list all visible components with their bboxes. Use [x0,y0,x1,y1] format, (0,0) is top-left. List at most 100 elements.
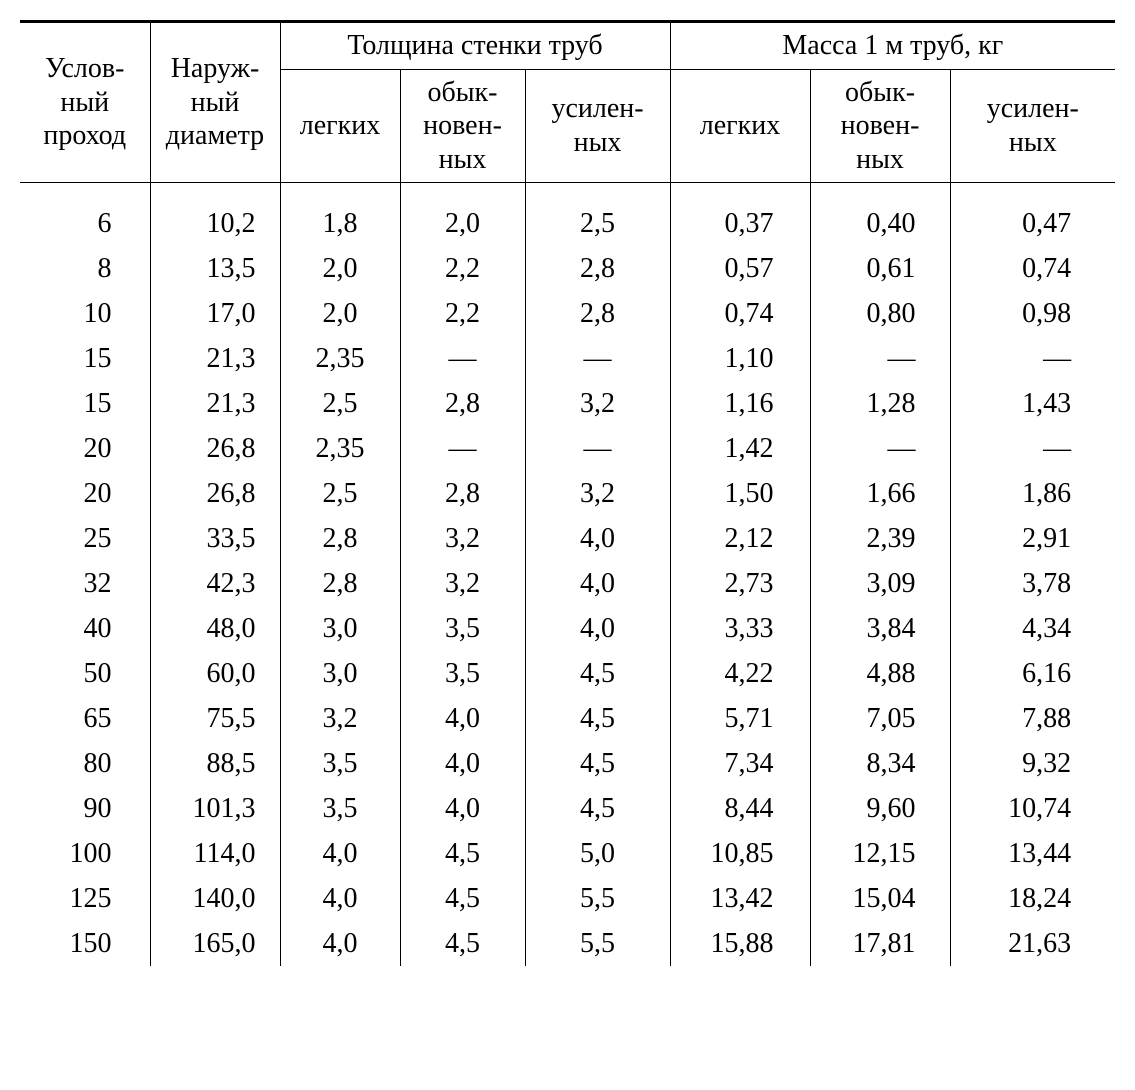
table-cell: 3,0 [280,651,400,696]
table-cell: 9,32 [950,741,1115,786]
table-cell: 2,8 [280,516,400,561]
table-cell: 80 [20,741,150,786]
table-cell: 10,2 [150,201,280,246]
table-cell: 5,0 [525,831,670,876]
table-body: 610,21,82,02,50,370,400,47813,52,02,22,8… [20,183,1115,967]
table-cell: 33,5 [150,516,280,561]
table-cell: 25 [20,516,150,561]
table-row: 6575,53,24,04,55,717,057,88 [20,696,1115,741]
table-cell: 15 [20,381,150,426]
table-cell: 2,12 [670,516,810,561]
table-cell: 0,80 [810,291,950,336]
table-cell: 4,22 [670,651,810,696]
header-thickness-light: легких [280,69,400,183]
table-cell: 10,85 [670,831,810,876]
table-cell: 140,0 [150,876,280,921]
table-row: 150165,04,04,55,515,8817,8121,63 [20,921,1115,966]
table-cell: 4,0 [400,786,525,831]
table-cell: 1,66 [810,471,950,516]
table-cell: 4,0 [280,921,400,966]
table-cell: 2,8 [280,561,400,606]
table-row: 813,52,02,22,80,570,610,74 [20,246,1115,291]
table-cell: 65 [20,696,150,741]
table-cell: 17,0 [150,291,280,336]
table-cell: 15,04 [810,876,950,921]
table-cell: 1,8 [280,201,400,246]
table-cell: 3,84 [810,606,950,651]
table-row: 2533,52,83,24,02,122,392,91 [20,516,1115,561]
table-cell: 1,42 [670,426,810,471]
table-row: 8088,53,54,04,57,348,349,32 [20,741,1115,786]
table-cell: 21,63 [950,921,1115,966]
table-cell: 5,5 [525,876,670,921]
table-cell: — [525,336,670,381]
table-cell: 3,33 [670,606,810,651]
table-cell: 7,88 [950,696,1115,741]
table-cell: 1,86 [950,471,1115,516]
table-cell: 2,5 [280,471,400,516]
table-cell: 90 [20,786,150,831]
table-cell: 4,88 [810,651,950,696]
table-cell: 32 [20,561,150,606]
table-cell: 3,2 [525,471,670,516]
table-cell: 75,5 [150,696,280,741]
table-cell: 5,5 [525,921,670,966]
table-cell: — [810,426,950,471]
table-cell: 4,5 [400,876,525,921]
table-cell: 0,47 [950,201,1115,246]
table-cell: 13,44 [950,831,1115,876]
table-row: 100114,04,04,55,010,8512,1513,44 [20,831,1115,876]
table-cell: 2,35 [280,426,400,471]
table-cell: 2,8 [525,291,670,336]
spacer-row [20,183,1115,202]
table-cell: 3,2 [525,381,670,426]
table-cell: 5,71 [670,696,810,741]
table-cell: 2,5 [280,381,400,426]
table-cell: 4,0 [525,606,670,651]
table-cell: 0,74 [670,291,810,336]
pipe-specs-table: Услов-ныйпроход Наруж-ныйдиаметр Толщина… [20,20,1115,966]
table-cell: 2,0 [400,201,525,246]
table-cell: 10 [20,291,150,336]
table-cell: 2,2 [400,246,525,291]
table-cell: 2,39 [810,516,950,561]
table-cell: 0,74 [950,246,1115,291]
table-cell: 4,0 [280,831,400,876]
table-cell: 3,0 [280,606,400,651]
table-cell: 3,5 [400,606,525,651]
table-row: 3242,32,83,24,02,733,093,78 [20,561,1115,606]
table-cell: 21,3 [150,381,280,426]
table-cell: 2,5 [525,201,670,246]
table-cell: 3,2 [400,561,525,606]
table-row: 1017,02,02,22,80,740,800,98 [20,291,1115,336]
table-cell: 1,10 [670,336,810,381]
table-cell: 0,37 [670,201,810,246]
table-cell: 48,0 [150,606,280,651]
table-cell: 2,73 [670,561,810,606]
table-cell: 88,5 [150,741,280,786]
table-cell: 4,0 [280,876,400,921]
table-row: 90101,33,54,04,58,449,6010,74 [20,786,1115,831]
table-cell: — [950,336,1115,381]
table-cell: 6,16 [950,651,1115,696]
table-row: 1521,32,35——1,10—— [20,336,1115,381]
table-row: 610,21,82,02,50,370,400,47 [20,201,1115,246]
table-cell: 26,8 [150,426,280,471]
table-cell: 0,40 [810,201,950,246]
table-row: 125140,04,04,55,513,4215,0418,24 [20,876,1115,921]
table-cell: 50 [20,651,150,696]
table-cell: 4,5 [400,831,525,876]
header-thickness-ordinary: обык-новен-ных [400,69,525,183]
table-cell: 2,0 [280,291,400,336]
table-cell: 4,0 [525,516,670,561]
table-cell: 8,44 [670,786,810,831]
table-cell: 1,43 [950,381,1115,426]
table-cell: 101,3 [150,786,280,831]
header-group-thickness: Толщина стенки труб [280,22,670,70]
table-cell: 4,0 [400,741,525,786]
header-nominal-bore: Услов-ныйпроход [20,22,150,183]
table-cell: 0,61 [810,246,950,291]
table-row: 2026,82,52,83,21,501,661,86 [20,471,1115,516]
table-cell: 0,57 [670,246,810,291]
table-cell: — [400,336,525,381]
